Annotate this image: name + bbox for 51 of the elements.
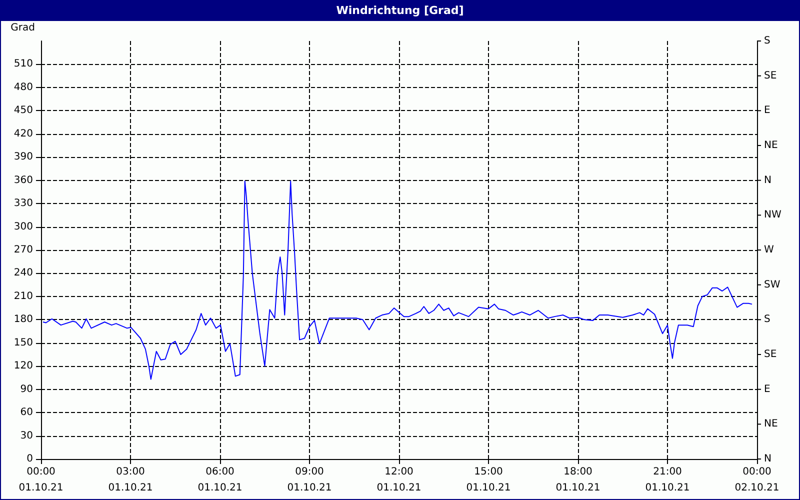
x-tick-label: 06:00 xyxy=(206,466,234,478)
x2-tick-label: 01.10.21 xyxy=(287,482,332,494)
text: NE xyxy=(764,418,778,430)
text: SE xyxy=(764,349,777,360)
y-tick-label: 120 xyxy=(14,360,33,372)
text: N xyxy=(764,174,772,186)
text: NW xyxy=(764,210,782,221)
y-tick-label: 450 xyxy=(14,105,33,116)
x-tick-label: 03:00 xyxy=(116,466,145,478)
y-tick-label: 480 xyxy=(14,82,33,93)
x2-tick-label: 01.10.21 xyxy=(18,482,64,494)
x-tick-label: 18:00 xyxy=(564,466,592,478)
x2-tick-label: 01.10.21 xyxy=(108,482,153,494)
x-tick-label: 12:00 xyxy=(384,466,414,478)
y-tick-label: 60 xyxy=(20,407,33,418)
chart-title: Windrichtung [Grad] xyxy=(1,1,799,21)
text: S xyxy=(764,36,770,46)
x2-tick-label: 02.10.21 xyxy=(734,482,780,494)
x-tick-label: 09:00 xyxy=(295,466,324,478)
text: E xyxy=(764,105,770,116)
y-tick-label: 300 xyxy=(14,221,33,232)
x-tick-label: 00:00 xyxy=(26,466,56,478)
y-tick-label: 90 xyxy=(20,384,33,395)
text: SE xyxy=(764,70,777,82)
text: W xyxy=(764,244,774,256)
y-tick-label: 30 xyxy=(20,430,33,442)
y-tick-label: 330 xyxy=(14,198,33,210)
text: NE xyxy=(764,140,778,151)
x2-tick-label: 01.10.21 xyxy=(466,482,511,494)
y-tick-label: 180 xyxy=(14,314,33,326)
text: E xyxy=(764,384,770,395)
x2-tick-label: 01.10.21 xyxy=(198,482,242,494)
y-tick-label: 510 xyxy=(14,58,33,70)
x-tick-label: 21:00 xyxy=(653,466,682,478)
x2-tick-label: 01.10.21 xyxy=(556,482,600,494)
y-tick-label: 390 xyxy=(14,152,33,163)
y-tick-label: 240 xyxy=(14,268,33,279)
text: S xyxy=(764,314,770,326)
y-tick-label: 360 xyxy=(14,174,33,186)
y-tick-label: 210 xyxy=(14,290,33,302)
y-tick-label: 0 xyxy=(26,454,33,464)
y-axis-title: Grad xyxy=(10,22,35,34)
text: SW xyxy=(764,279,780,290)
text: N xyxy=(764,454,772,464)
y-tick-label: 270 xyxy=(14,244,33,256)
x2-tick-label: 01.10.21 xyxy=(645,482,690,494)
x-tick-label: 15:00 xyxy=(474,466,503,478)
x2-tick-label: 01.10.21 xyxy=(376,482,422,494)
x-tick-label: 00:00 xyxy=(742,466,772,478)
y-tick-label: 420 xyxy=(14,128,33,140)
y-tick-label: 150 xyxy=(14,337,33,348)
